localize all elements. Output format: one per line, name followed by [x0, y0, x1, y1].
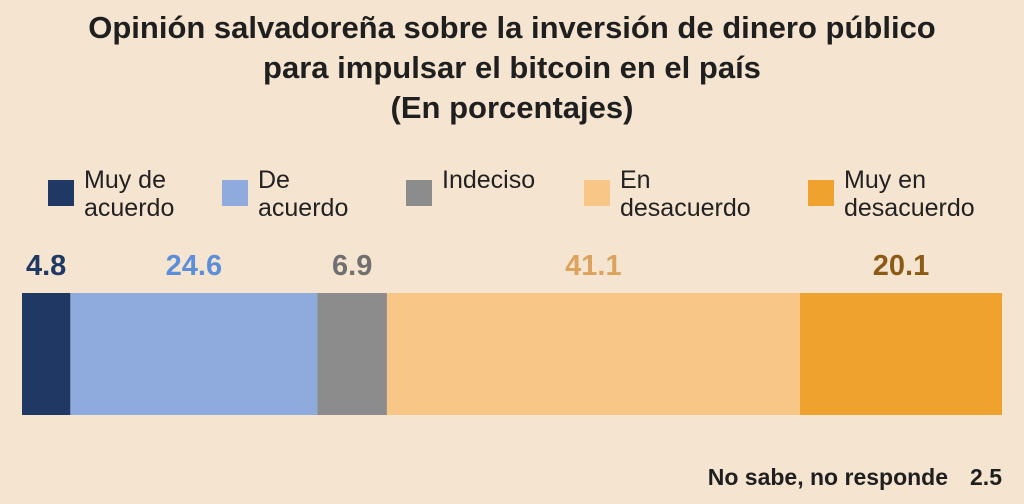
- legend-label-indeciso: Indeciso: [442, 166, 536, 194]
- legend-item-muy-en-desacuerdo: Muy en desacuerdo: [808, 166, 975, 222]
- no-response-label: No sabe, no responde: [707, 464, 949, 490]
- chart-legend: Muy de acuerdo De acuerdo Indeciso En de…: [0, 166, 1024, 226]
- bar-segment-en-desacuerdo: [386, 293, 801, 415]
- data-label-en-desacuerdo: 41.1: [565, 250, 622, 282]
- stacked-bar: [22, 293, 1002, 415]
- bar-segment-muy-de-acuerdo: [22, 293, 71, 415]
- bar-segment-muy-en-desacuerdo: [799, 293, 1002, 415]
- chart-title-line-2: para impulsar el bitcoin en el país: [263, 50, 761, 85]
- chart-title-line-1: Opinión salvadoreña sobre la inversión d…: [88, 10, 936, 45]
- legend-label-muy-en-desacuerdo: Muy en desacuerdo: [844, 166, 975, 222]
- data-label-de-acuerdo: 24.6: [165, 250, 223, 282]
- data-label-muy-de-acuerdo: 4.8: [25, 250, 67, 282]
- legend-swatch-indeciso: [406, 180, 432, 206]
- bar-segment-indeciso: [317, 293, 388, 415]
- legend-item-muy-de-acuerdo: Muy de acuerdo: [48, 166, 174, 222]
- no-response-note: No sabe, no responde 2.5: [708, 464, 1002, 491]
- legend-label-muy-de-acuerdo: Muy de acuerdo: [84, 166, 175, 222]
- data-label-indeciso: 6.9: [332, 250, 373, 282]
- legend-item-en-desacuerdo: En desacuerdo: [584, 166, 751, 222]
- legend-swatch-en-desacuerdo: [584, 180, 610, 206]
- legend-label-en-desacuerdo: En desacuerdo: [620, 166, 751, 222]
- chart-title: Opinión salvadoreña sobre la inversión d…: [0, 8, 1024, 128]
- bar-segment-de-acuerdo: [70, 293, 319, 415]
- chart-title-line-3: (En porcentajes): [390, 90, 634, 125]
- legend-label-de-acuerdo: De acuerdo: [258, 166, 349, 222]
- legend-swatch-de-acuerdo: [222, 180, 248, 206]
- legend-item-indeciso: Indeciso: [406, 166, 535, 206]
- legend-swatch-muy-en-desacuerdo: [808, 180, 834, 206]
- data-labels: 4.8 24.6 6.9 41.1 20.1: [0, 250, 1024, 290]
- no-response-value: 2.5: [970, 464, 1002, 490]
- legend-item-de-acuerdo: De acuerdo: [222, 166, 348, 222]
- legend-swatch-muy-de-acuerdo: [48, 180, 74, 206]
- data-label-muy-en-desacuerdo: 20.1: [872, 250, 930, 282]
